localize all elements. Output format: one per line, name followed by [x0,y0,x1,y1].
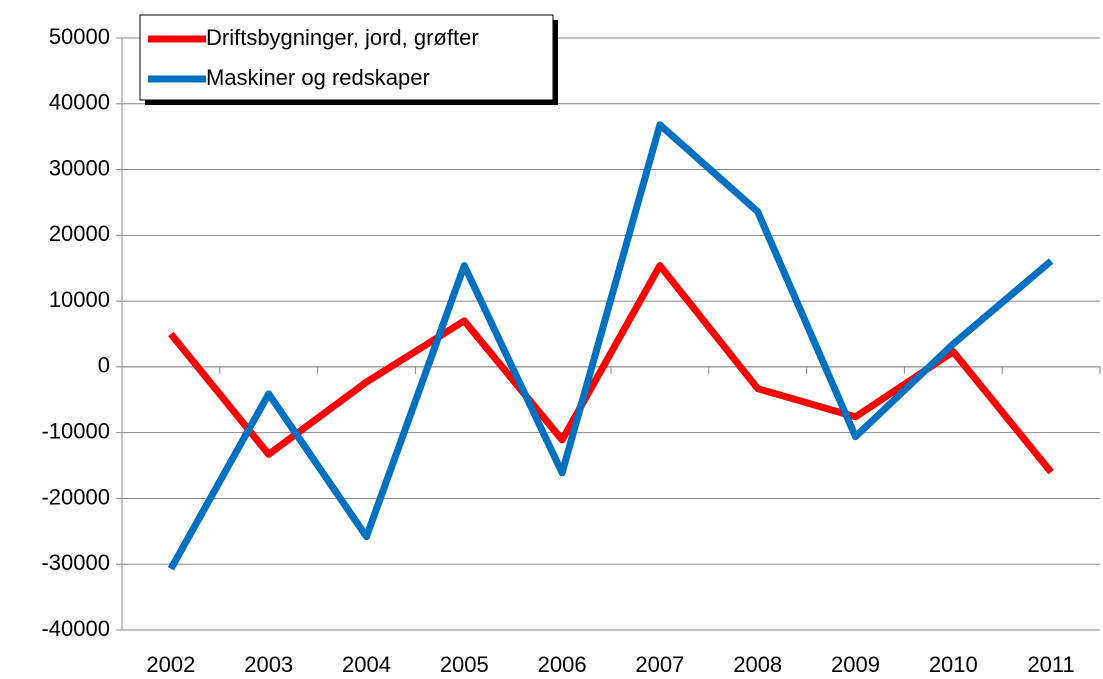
y-tick-label: 10000 [49,287,110,312]
legend [139,14,554,101]
x-tick-label: 2005 [440,652,489,677]
x-tick-label: 2011 [1027,652,1074,677]
x-tick-label: 2003 [244,652,293,677]
x-tick-label: 2009 [831,652,880,677]
y-tick-label: 30000 [49,155,110,180]
y-tick-label: -30000 [41,550,110,575]
y-tick-label: 0 [98,353,110,378]
y-tick-label: -10000 [41,418,110,443]
y-tick-label: 20000 [49,221,110,246]
x-tick-label: 2002 [146,652,195,677]
y-tick-label: -40000 [41,616,110,641]
y-tick-label: -20000 [41,484,110,509]
x-tick-label: 2007 [635,652,684,677]
x-tick-label: 2006 [538,652,587,677]
legend-label: Maskiner og redskaper [206,65,430,90]
x-tick-label: 2010 [929,652,978,677]
x-tick-label: 2004 [342,652,391,677]
x-tick-label: 2008 [733,652,782,677]
legend-label: Driftsbygninger, jord, grøfter [206,25,479,50]
y-tick-label: 40000 [49,90,110,115]
series-line [167,121,1054,571]
series-line [168,262,1054,475]
y-tick-label: 50000 [49,24,110,49]
